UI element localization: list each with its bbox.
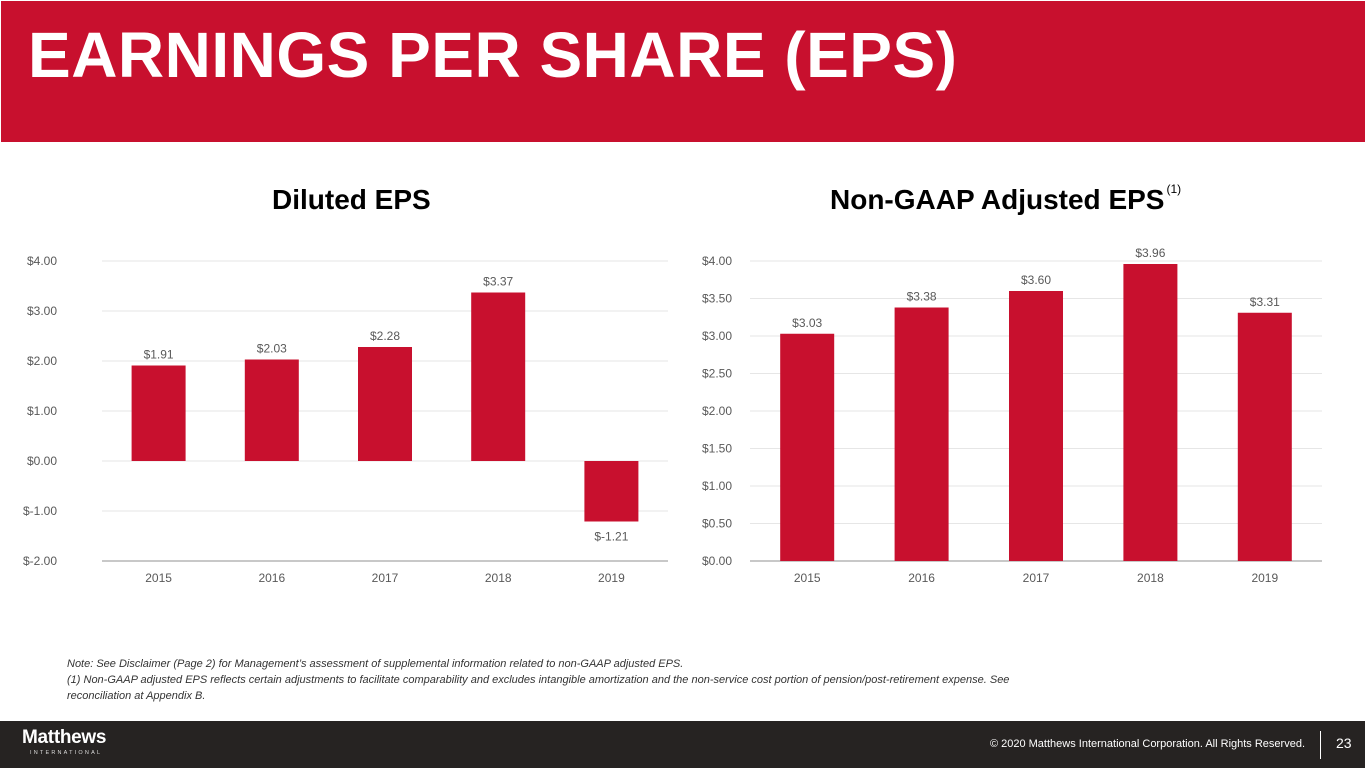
- y-tick-label: $1.00: [702, 479, 732, 493]
- y-tick-label: $0.50: [702, 517, 732, 531]
- data-label: $3.96: [1135, 246, 1165, 260]
- chart-title-text: Non-GAAP Adjusted EPS: [830, 184, 1165, 215]
- y-tick-label: $0.00: [27, 454, 57, 468]
- chart-title-text: Diluted EPS: [272, 184, 431, 215]
- bar: [358, 347, 412, 461]
- note-disclaimer: Note: See Disclaimer (Page 2) for Manage…: [67, 658, 684, 670]
- x-tick-label: 2015: [794, 571, 821, 585]
- bar: [584, 461, 639, 522]
- bar: [1237, 312, 1292, 561]
- bar: [780, 333, 835, 561]
- y-tick-label: $2.00: [702, 404, 732, 418]
- x-tick-label: 2019: [598, 571, 625, 585]
- bar: [244, 359, 299, 461]
- data-label: $3.60: [1021, 273, 1051, 287]
- x-tick-label: 2016: [258, 571, 285, 585]
- data-label: $-1.21: [594, 530, 628, 544]
- footnotes: Note: See Disclaimer (Page 2) for Manage…: [67, 656, 1187, 704]
- x-tick-label: 2018: [485, 571, 512, 585]
- data-label: $2.03: [257, 342, 287, 356]
- x-tick-label: 2015: [145, 571, 172, 585]
- data-label: $2.28: [370, 329, 400, 343]
- x-tick-label: 2019: [1251, 571, 1278, 585]
- note-footnote-1-cont: reconciliation at Appendix B.: [67, 690, 206, 702]
- bar: [1009, 291, 1063, 561]
- footer-bar: Matthews INTERNATIONAL © 2020 Matthews I…: [0, 721, 1365, 768]
- logo-subtitle: INTERNATIONAL: [30, 750, 103, 756]
- bar: [131, 365, 186, 461]
- bar: [471, 292, 526, 461]
- y-tick-label: $-1.00: [23, 504, 57, 518]
- y-tick-label: $0.00: [702, 554, 732, 568]
- y-tick-label: $3.50: [702, 292, 732, 306]
- header-banner: EARNINGS PER SHARE (EPS): [1, 1, 1365, 142]
- chart-title-adjusted-eps: Non-GAAP Adjusted EPS (1): [830, 182, 1182, 216]
- company-logo: Matthews INTERNATIONAL: [22, 727, 106, 757]
- data-label: $3.38: [907, 290, 937, 304]
- y-tick-label: $-2.00: [23, 554, 57, 568]
- x-tick-label: 2018: [1137, 571, 1164, 585]
- note-footnote-1: (1) Non-GAAP adjusted EPS reflects certa…: [67, 674, 1010, 686]
- bar: [1123, 264, 1178, 561]
- logo-wordmark: Matthews: [22, 727, 107, 748]
- x-tick-label: 2016: [908, 571, 935, 585]
- data-label: $3.31: [1250, 295, 1280, 309]
- y-tick-label: $2.00: [27, 354, 57, 368]
- adjusted-eps-chart: $4.00 $3.50 $3.00 $2.50 $2.00 $1.50 $1.00 $0.50…: [702, 246, 1322, 585]
- y-tick-label: $3.00: [27, 304, 57, 318]
- y-tick-label: $3.00: [702, 329, 732, 343]
- y-tick-label: $1.00: [27, 404, 57, 418]
- bar: [894, 307, 949, 561]
- y-tick-label: $4.00: [702, 254, 732, 268]
- footnote-marker: (1): [1166, 182, 1182, 196]
- page-number: 23: [1336, 735, 1352, 751]
- footer-divider: [1320, 731, 1321, 759]
- data-label: $3.03: [792, 316, 822, 330]
- chart-title-diluted-eps: Diluted EPS: [272, 184, 431, 216]
- copyright-text: © 2020 Matthews International Corporatio…: [989, 738, 1305, 750]
- data-label: $1.91: [144, 348, 174, 362]
- y-tick-label: $4.00: [27, 254, 57, 268]
- y-tick-label: $1.50: [702, 442, 732, 456]
- y-tick-label: $2.50: [702, 367, 732, 381]
- data-label: $3.37: [483, 275, 513, 289]
- page-title: EARNINGS PER SHARE (EPS): [28, 19, 958, 91]
- diluted-eps-chart: $4.00 $3.00 $2.00 $1.00 $0.00 $-1.00 $-2.00 $1.…: [23, 254, 668, 585]
- x-tick-label: 2017: [372, 571, 399, 585]
- x-tick-label: 2017: [1023, 571, 1050, 585]
